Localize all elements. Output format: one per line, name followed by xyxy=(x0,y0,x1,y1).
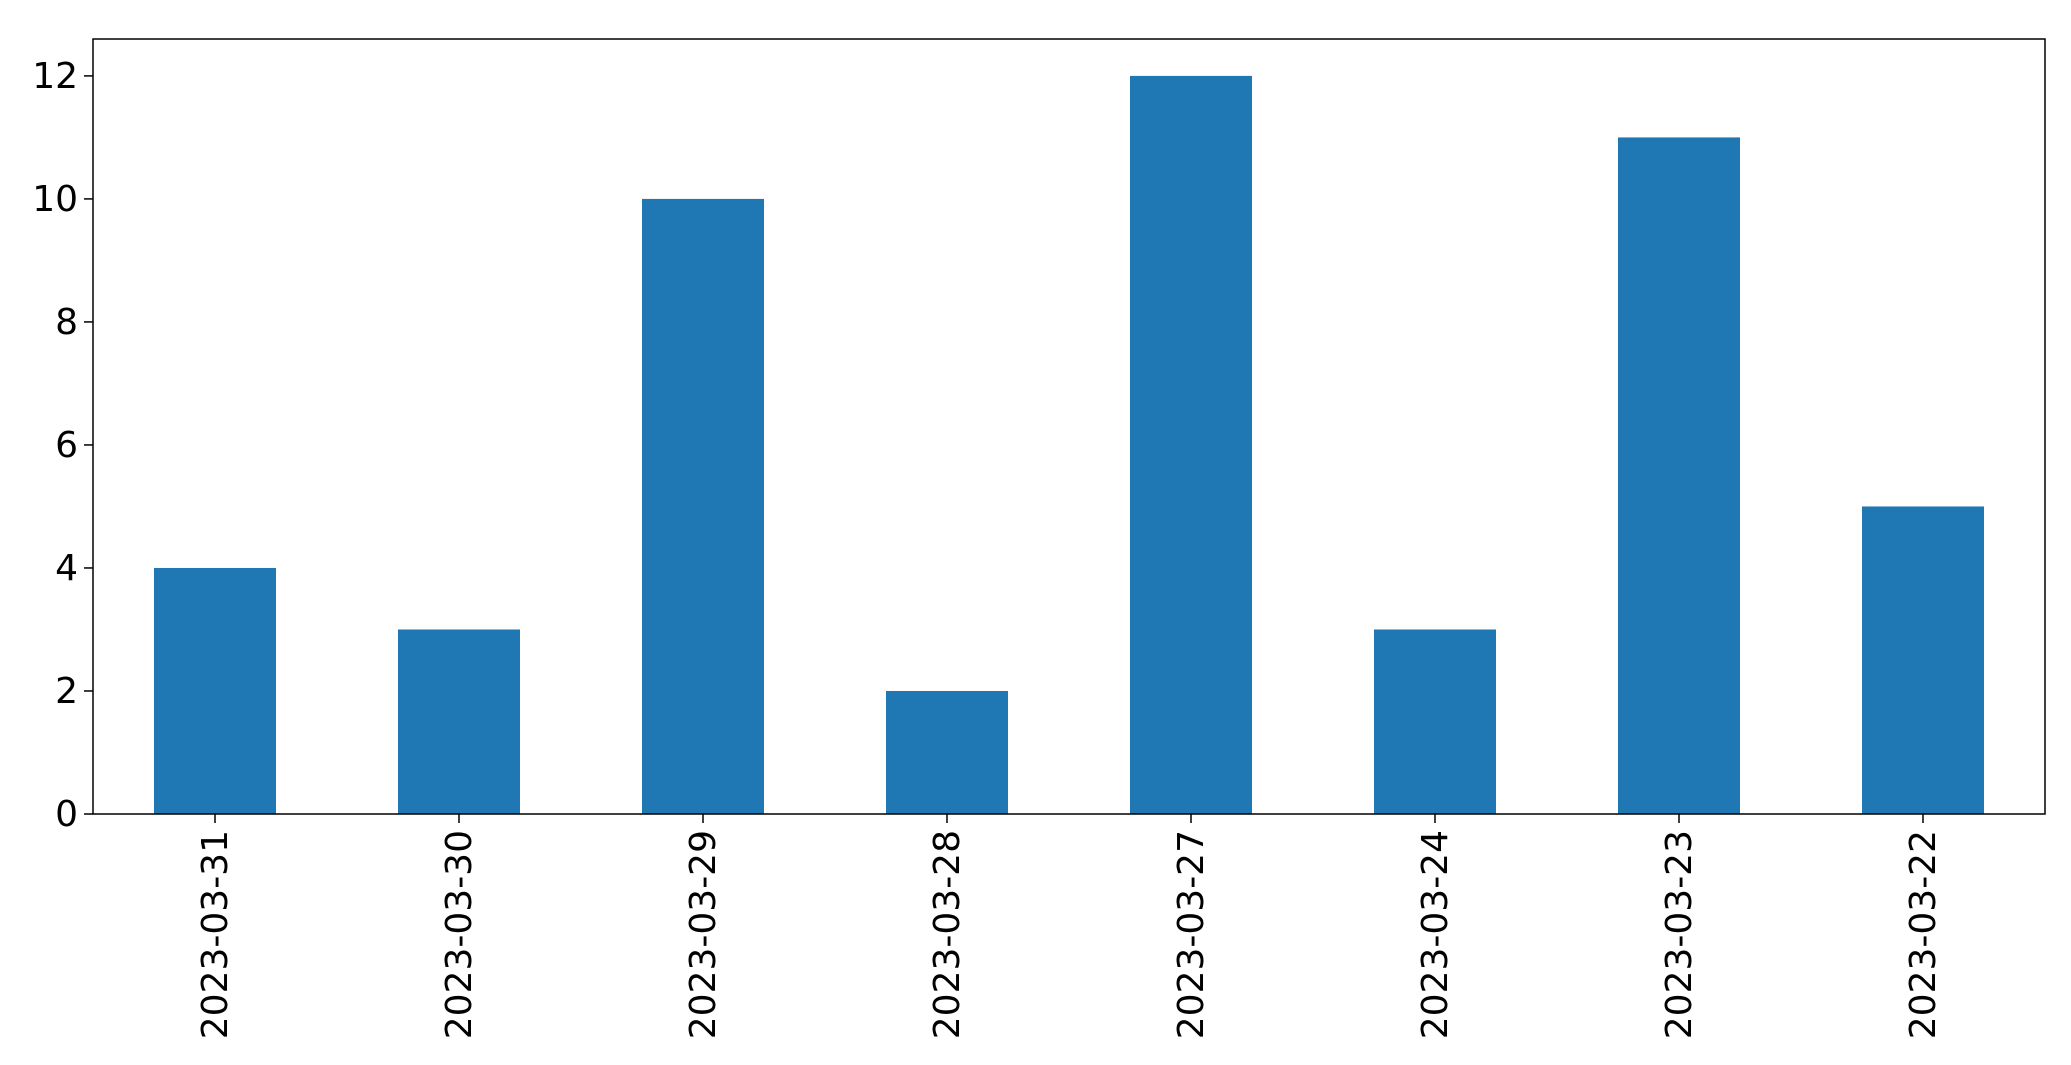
y-tick-label: 6 xyxy=(55,425,78,466)
bar-2023-03-23 xyxy=(1618,137,1740,814)
plot-area-frame xyxy=(92,38,2046,815)
y-tick-label: 12 xyxy=(32,56,78,97)
bar-2023-03-24 xyxy=(1374,629,1496,814)
x-tick-label: 2023-03-24 xyxy=(1415,830,1456,1039)
y-tick-label: 8 xyxy=(55,302,78,343)
bar-2023-03-27 xyxy=(1130,75,1252,814)
y-tick-label: 10 xyxy=(32,179,78,220)
y-tick-label: 2 xyxy=(55,671,78,712)
bar-2023-03-28 xyxy=(886,690,1008,814)
bar-2023-03-29 xyxy=(642,198,764,814)
x-axis: 2023-03-31 2023-03-30 2023-03-29 2023-03-28… xyxy=(195,814,1944,1039)
bar-2023-03-31 xyxy=(154,567,276,814)
bars-layer xyxy=(154,75,1984,814)
bar-2023-03-22 xyxy=(1862,506,1984,814)
x-tick-label: 2023-03-28 xyxy=(927,830,968,1039)
y-axis: 0 2 4 6 8 10 12 xyxy=(32,56,93,835)
x-tick-label: 2023-03-29 xyxy=(683,830,724,1039)
x-tick-label: 2023-03-31 xyxy=(195,830,236,1039)
y-tick-label: 0 xyxy=(55,794,78,835)
x-tick-label: 2023-03-23 xyxy=(1659,830,1700,1039)
x-tick-label: 2023-03-22 xyxy=(1903,830,1944,1039)
x-tick-label: 2023-03-30 xyxy=(439,830,480,1039)
x-tick-label: 2023-03-27 xyxy=(1171,830,1212,1039)
y-tick-label: 4 xyxy=(55,548,78,589)
bar-2023-03-30 xyxy=(398,629,520,814)
